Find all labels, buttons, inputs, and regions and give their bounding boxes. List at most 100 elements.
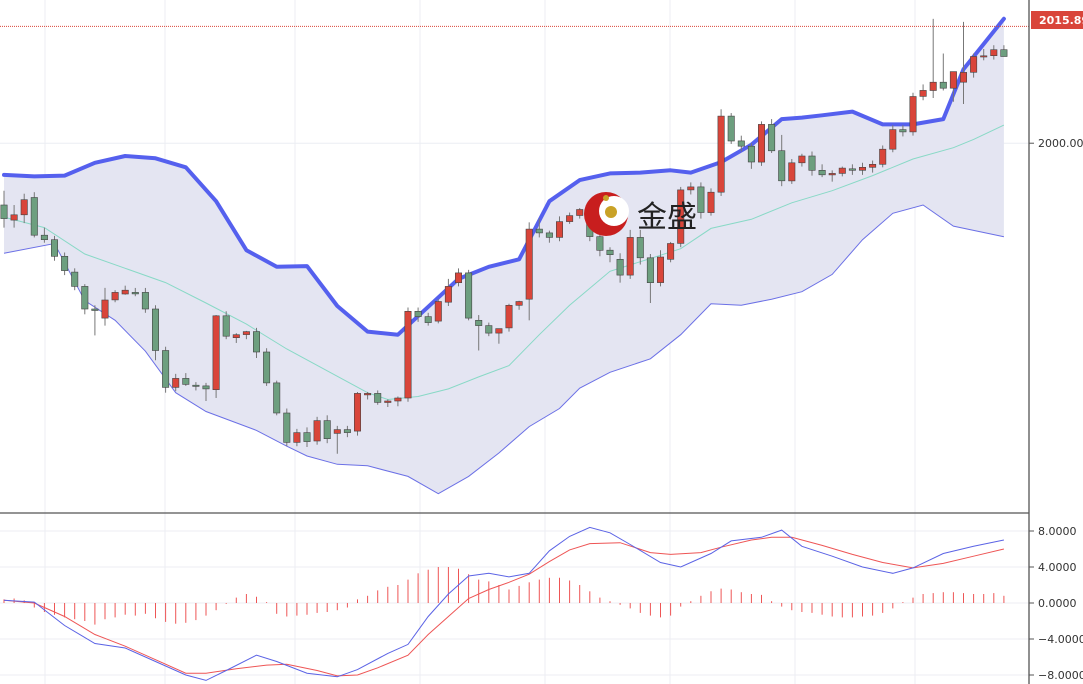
watermark: 金盛 [584,192,697,236]
candle-up [717,115,725,193]
candle-down [0,204,8,219]
candle-up [293,432,301,443]
candle-up [626,237,634,276]
candle-down [737,140,745,147]
candle-up [838,167,846,174]
candle-up [525,228,533,300]
candle-up [444,286,452,303]
candle-down [778,150,786,182]
candle-down [616,258,624,276]
candle-down [343,429,351,433]
candle-up [919,90,927,97]
bollinger-lower-line [3,204,1005,495]
candle-up [970,56,978,73]
candle-down [192,384,200,387]
candle-up [172,378,180,388]
candle-up [990,49,998,57]
candle-up [394,397,402,402]
candle-down [273,382,281,414]
candle-down [465,272,473,319]
candle-down [535,228,543,234]
candle-down [636,237,644,259]
candle-down [697,186,705,213]
candle-down [818,170,826,176]
candle-up [555,221,563,238]
price-panel [0,16,1029,495]
candle-down [81,286,89,310]
last-price-tag: 2015.89 [1031,11,1083,29]
candle-up [869,164,877,168]
signal-line [3,536,1005,677]
candle-down [283,412,291,443]
candle-down [40,234,48,240]
bollinger-upper-line [2,16,1006,337]
candle-up [576,209,584,216]
candle-up [10,214,18,221]
candle-down [263,351,271,384]
candle-up [515,301,523,306]
candle-up [111,292,119,301]
candle-up [687,186,695,191]
macd-axis-tick-label: 8.0000 [1038,525,1077,538]
candle-down [596,236,604,251]
candle-up [505,304,513,329]
candle-down [152,308,160,351]
candle-up [667,243,675,260]
candle-up [212,315,220,390]
candle-up [788,162,796,182]
candle-up [879,148,887,165]
candle-down [1000,49,1008,57]
candle-down [848,168,856,171]
candle-down [374,393,382,403]
candle-up [707,191,715,213]
macd-histogram [3,567,1005,625]
candle-down [414,310,422,317]
candle-up [798,155,806,164]
candle-up [949,71,957,89]
candle-down [606,249,614,255]
candle-down [222,315,230,337]
candle-down [141,292,149,310]
candle-down [939,81,947,89]
candle-down [727,115,735,142]
candle-up [232,334,240,339]
price-axis-ticks: 2000.00 [1029,137,1083,150]
candle-up [858,167,866,171]
candle-down [253,331,261,353]
candle-down [61,255,69,271]
bollinger-middle-line [3,124,1005,401]
jinsheng-logo-icon [584,192,629,236]
candle-up [980,55,988,58]
macd-panel [3,526,1005,681]
candle-down [30,197,38,236]
candle-up [384,400,392,403]
candle-up [959,72,967,83]
macd-axis-tick-label: 0.0000 [1038,597,1077,610]
candle-up [333,429,341,434]
candle-up [242,331,250,335]
candle-down [424,316,432,323]
candle-up [404,310,412,399]
candle-down [646,257,654,283]
macd-line [3,526,1005,681]
bollinger-band-fill [4,18,1004,494]
candle-down [303,432,311,442]
candle-up [101,299,109,319]
candle-up [757,124,765,163]
candle-up [353,393,361,432]
candle-up [313,420,321,442]
candle-down [182,378,190,385]
candle-down [50,239,58,257]
candle-down [162,350,170,388]
candle-down [808,155,816,171]
candle-down [91,308,99,311]
candle-up [566,215,574,222]
candle-down [475,319,483,326]
candle-up [454,272,462,283]
candle-up [677,189,685,244]
watermark-brand-text: 金盛 [637,200,697,235]
last-price-tag-background [1031,11,1083,29]
candle-up [121,289,129,295]
candle-up [828,173,836,176]
